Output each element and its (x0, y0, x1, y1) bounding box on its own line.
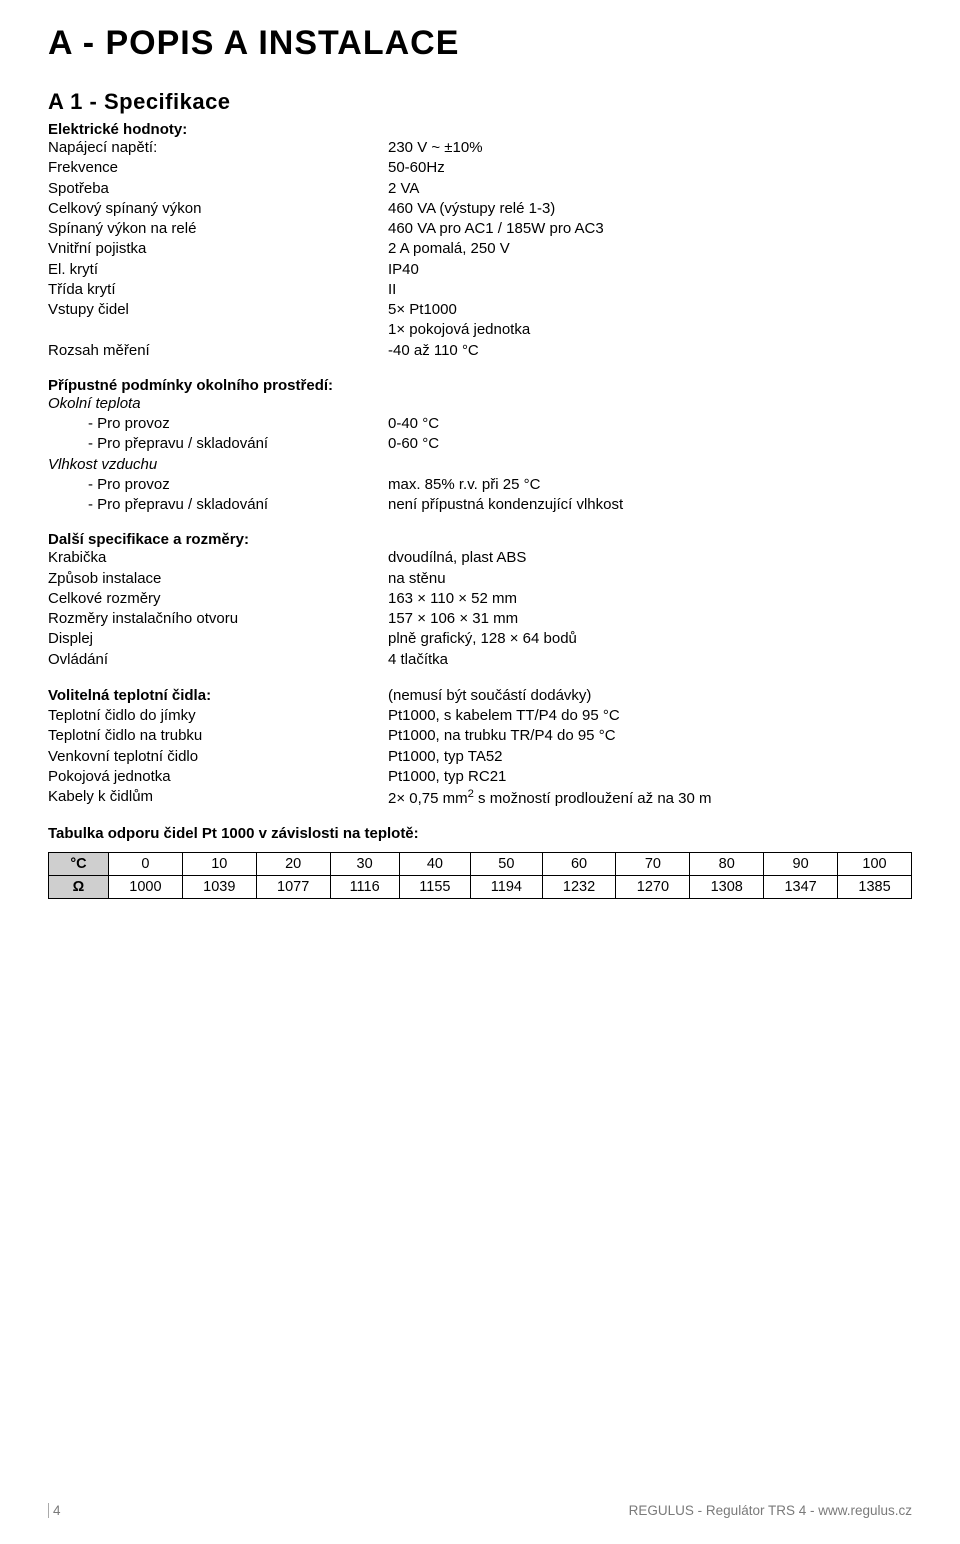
row-value: max. 85% r.v. při 25 °C (388, 475, 912, 495)
row-label: Frekvence (48, 158, 388, 178)
row-label: Pokojová jednotka (48, 767, 388, 787)
row-label: Celkový spínaný výkon (48, 199, 388, 219)
resistance-title: Tabulka odporu čidel Pt 1000 v závislost… (48, 825, 912, 842)
table-cell: 50 (471, 853, 542, 876)
row-value: 460 VA pro AC1 / 185W pro AC3 (388, 219, 912, 239)
row-value: 50-60Hz (388, 158, 912, 178)
cables-value-post: s možností prodloužení až na 30 m (474, 790, 712, 807)
row-value: 460 VA (výstupy relé 1-3) (388, 199, 912, 219)
page-number: 4 (48, 1503, 63, 1518)
row-label (48, 320, 388, 340)
row-value: není přípustná kondenzující vlhkost (388, 495, 912, 515)
row-label: Rozměry instalačního otvoru (48, 609, 388, 629)
footer-left: 4 (48, 1503, 63, 1518)
electrical-title: Elektrické hodnoty: (48, 121, 912, 138)
table-cell: 70 (616, 853, 690, 876)
cables-value-pre: 2× 0,75 mm (388, 790, 468, 807)
row-label: Ovládání (48, 650, 388, 670)
table-cell: 1039 (182, 876, 256, 899)
row-value: 5× Pt1000 (388, 300, 912, 320)
further-block: Další specifikace a rozměry: Krabičkadvo… (48, 531, 912, 670)
footer-right: REGULUS - Regulátor TRS 4 - www.regulus.… (629, 1503, 912, 1518)
ambient-temp-head: Okolní teplota (48, 394, 388, 414)
row-value: 0-60 °C (388, 434, 912, 454)
row-label: Celkové rozměry (48, 589, 388, 609)
row-label: Rozsah měření (48, 341, 388, 361)
row-value: Pt1000, s kabelem TT/P4 do 95 °C (388, 706, 912, 726)
row-value: 157 × 106 × 31 mm (388, 609, 912, 629)
table-cell: 40 (399, 853, 470, 876)
page-heading: A - POPIS A INSTALACE (48, 24, 912, 63)
table-cell: 10 (182, 853, 256, 876)
row-value: 2 VA (388, 179, 912, 199)
table-cell: 100 (838, 853, 912, 876)
table-cell: 1308 (690, 876, 764, 899)
row-label: - Pro přepravu / skladování (48, 434, 388, 454)
row-value: na stěnu (388, 569, 912, 589)
row-value: -40 až 110 °C (388, 341, 912, 361)
row-label: Krabička (48, 548, 388, 568)
row-value: II (388, 280, 912, 300)
table-cell: 1155 (399, 876, 470, 899)
row-label: - Pro provoz (48, 414, 388, 434)
cables-label: Kabely k čidlům (48, 787, 388, 809)
table-header-r: Ω (49, 876, 109, 899)
row-label: Způsob instalace (48, 569, 388, 589)
row-label: Spínaný výkon na relé (48, 219, 388, 239)
table-cell: 1385 (838, 876, 912, 899)
row-label: Teplotní čidlo na trubku (48, 726, 388, 746)
row-value: dvoudílná, plast ABS (388, 548, 912, 568)
further-title: Další specifikace a rozměry: (48, 531, 912, 548)
table-cell: 20 (256, 853, 330, 876)
row-label: - Pro provoz (48, 475, 388, 495)
row-label: El. krytí (48, 260, 388, 280)
table-cell: 1270 (616, 876, 690, 899)
optional-title: Volitelná teplotní čidla: (48, 686, 388, 706)
row-value: 163 × 110 × 52 mm (388, 589, 912, 609)
table-cell: 60 (542, 853, 616, 876)
table-cell: 80 (690, 853, 764, 876)
table-header-c: °C (49, 853, 109, 876)
row-value: 4 tlačítka (388, 650, 912, 670)
ambient-hum-head: Vlhkost vzduchu (48, 455, 388, 475)
row-label: Teplotní čidlo do jímky (48, 706, 388, 726)
section-heading: A 1 - Specifikace (48, 89, 912, 115)
table-cell: 1000 (109, 876, 183, 899)
row-label: Napájecí napětí: (48, 138, 388, 158)
resistance-block: Tabulka odporu čidel Pt 1000 v závislost… (48, 825, 912, 899)
ambient-title: Přípustné podmínky okolního prostředí: (48, 377, 912, 394)
row-label: Třída krytí (48, 280, 388, 300)
optional-block: Volitelná teplotní čidla: (nemusí být so… (48, 686, 912, 810)
page-footer: 4 REGULUS - Regulátor TRS 4 - www.regulu… (48, 1503, 912, 1518)
row-value: Pt1000, typ TA52 (388, 747, 912, 767)
row-value: Pt1000, na trubku TR/P4 do 95 °C (388, 726, 912, 746)
table-cell: 1347 (764, 876, 838, 899)
table-cell: 1116 (330, 876, 399, 899)
table-cell: 90 (764, 853, 838, 876)
row-label: Spotřeba (48, 179, 388, 199)
cables-value: 2× 0,75 mm2 s možností prodloužení až na… (388, 787, 912, 809)
row-value: 1× pokojová jednotka (388, 320, 912, 340)
row-value: 0-40 °C (388, 414, 912, 434)
optional-title-value: (nemusí být součástí dodávky) (388, 686, 912, 706)
table-cell: 1232 (542, 876, 616, 899)
row-value: 230 V ~ ±10% (388, 138, 912, 158)
table-cell: 1194 (471, 876, 542, 899)
resistance-table: °C0102030405060708090100 Ω10001039107711… (48, 852, 912, 899)
row-value: 2 A pomalá, 250 V (388, 239, 912, 259)
row-label: Vstupy čidel (48, 300, 388, 320)
ambient-block: Přípustné podmínky okolního prostředí: O… (48, 377, 912, 516)
row-label: - Pro přepravu / skladování (48, 495, 388, 515)
row-label: Vnitřní pojistka (48, 239, 388, 259)
row-value: Pt1000, typ RC21 (388, 767, 912, 787)
row-label: Venkovní teplotní čidlo (48, 747, 388, 767)
row-value: IP40 (388, 260, 912, 280)
table-cell: 30 (330, 853, 399, 876)
table-cell: 1077 (256, 876, 330, 899)
table-cell: 0 (109, 853, 183, 876)
row-label: Displej (48, 629, 388, 649)
row-value: plně grafický, 128 × 64 bodů (388, 629, 912, 649)
electrical-block: Elektrické hodnoty: Napájecí napětí:230 … (48, 121, 912, 361)
